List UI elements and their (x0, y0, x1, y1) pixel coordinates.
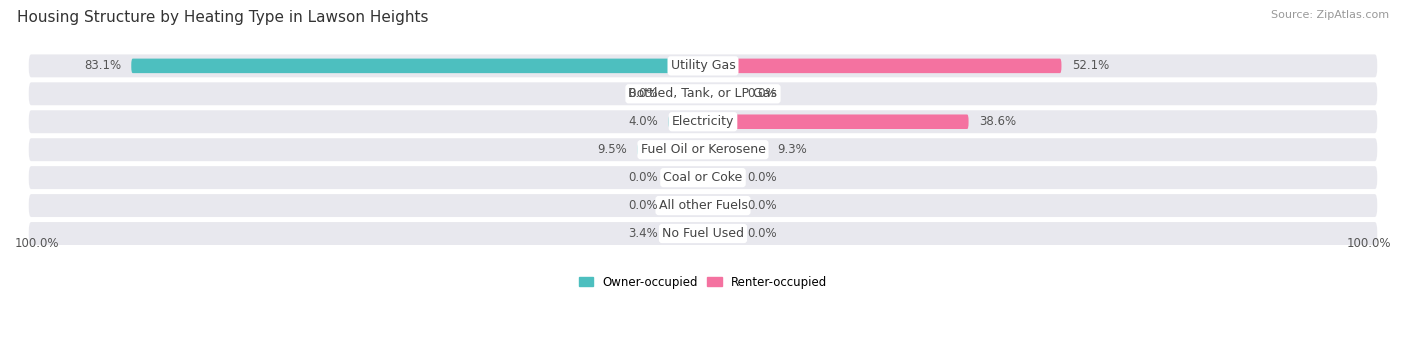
FancyBboxPatch shape (703, 87, 737, 101)
FancyBboxPatch shape (28, 110, 1378, 133)
FancyBboxPatch shape (703, 170, 737, 185)
FancyBboxPatch shape (703, 198, 737, 213)
Text: Housing Structure by Heating Type in Lawson Heights: Housing Structure by Heating Type in Law… (17, 10, 429, 25)
Text: Utility Gas: Utility Gas (671, 59, 735, 72)
FancyBboxPatch shape (28, 55, 1378, 77)
FancyBboxPatch shape (28, 194, 1378, 217)
Text: Coal or Coke: Coal or Coke (664, 171, 742, 184)
Text: 38.6%: 38.6% (979, 115, 1017, 128)
Text: 0.0%: 0.0% (628, 199, 658, 212)
FancyBboxPatch shape (703, 143, 768, 157)
Text: Fuel Oil or Kerosene: Fuel Oil or Kerosene (641, 143, 765, 156)
Text: 0.0%: 0.0% (628, 171, 658, 184)
FancyBboxPatch shape (669, 87, 703, 101)
FancyBboxPatch shape (28, 138, 1378, 161)
Text: 83.1%: 83.1% (84, 59, 121, 72)
FancyBboxPatch shape (703, 115, 969, 129)
Text: 9.5%: 9.5% (598, 143, 627, 156)
FancyBboxPatch shape (28, 166, 1378, 189)
FancyBboxPatch shape (669, 198, 703, 213)
Text: Electricity: Electricity (672, 115, 734, 128)
FancyBboxPatch shape (131, 59, 703, 73)
Text: 0.0%: 0.0% (748, 199, 778, 212)
FancyBboxPatch shape (28, 82, 1378, 105)
Text: Bottled, Tank, or LP Gas: Bottled, Tank, or LP Gas (628, 87, 778, 100)
FancyBboxPatch shape (669, 115, 703, 129)
FancyBboxPatch shape (28, 222, 1378, 245)
Text: Source: ZipAtlas.com: Source: ZipAtlas.com (1271, 10, 1389, 20)
Text: 0.0%: 0.0% (748, 87, 778, 100)
Text: 9.3%: 9.3% (778, 143, 807, 156)
Text: 0.0%: 0.0% (748, 171, 778, 184)
Legend: Owner-occupied, Renter-occupied: Owner-occupied, Renter-occupied (579, 276, 827, 288)
FancyBboxPatch shape (703, 59, 1062, 73)
FancyBboxPatch shape (638, 143, 703, 157)
FancyBboxPatch shape (669, 170, 703, 185)
Text: 4.0%: 4.0% (628, 115, 658, 128)
FancyBboxPatch shape (703, 226, 737, 241)
Text: 0.0%: 0.0% (628, 87, 658, 100)
Text: 100.0%: 100.0% (1347, 237, 1391, 250)
Text: 52.1%: 52.1% (1071, 59, 1109, 72)
Text: 0.0%: 0.0% (748, 227, 778, 240)
Text: 3.4%: 3.4% (628, 227, 658, 240)
Text: All other Fuels: All other Fuels (658, 199, 748, 212)
Text: 100.0%: 100.0% (15, 237, 59, 250)
Text: No Fuel Used: No Fuel Used (662, 227, 744, 240)
FancyBboxPatch shape (669, 226, 703, 241)
